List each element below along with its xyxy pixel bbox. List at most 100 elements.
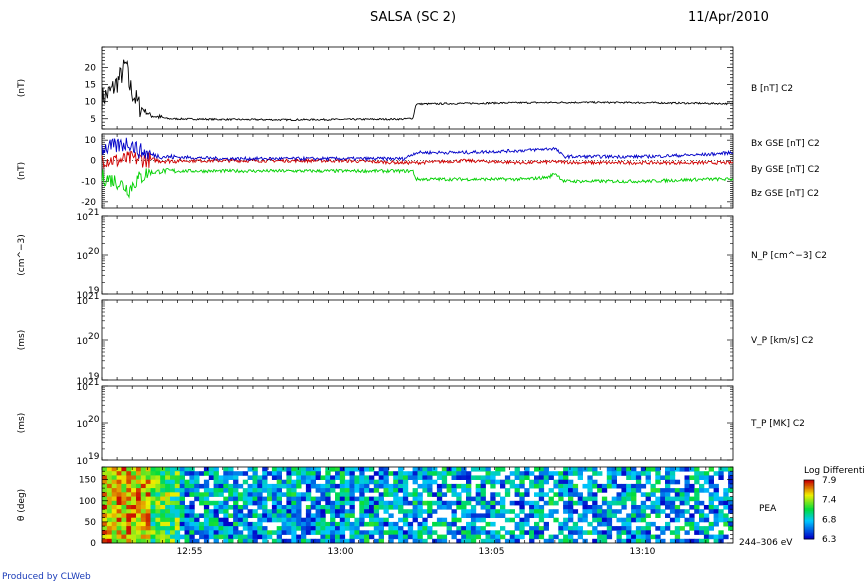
heatmap-cell (461, 534, 467, 540)
heatmap-cell (679, 526, 685, 531)
heatmap-cell (592, 483, 598, 489)
heatmap-cell (111, 500, 117, 506)
heatmap-cell (689, 483, 695, 489)
heatmap-cell (490, 496, 496, 502)
heatmap-cell (650, 505, 656, 510)
heatmap-cell (568, 505, 574, 510)
heatmap-cell (310, 500, 316, 506)
heatmap-cell (276, 475, 282, 480)
heatmap-cell (640, 534, 647, 540)
heatmap-cell (640, 517, 647, 523)
heatmap-cell (174, 534, 181, 540)
heatmap-cell (402, 538, 409, 544)
heatmap-cell (723, 534, 729, 540)
heatmap-cell (538, 467, 545, 472)
heatmap-cell (213, 509, 219, 514)
heatmap-cell (621, 467, 627, 472)
heatmap-cell (543, 538, 549, 544)
heatmap-cell (713, 517, 719, 523)
heatmap-cell (242, 505, 249, 510)
heatmap-cell (645, 492, 651, 497)
heatmap-cell (524, 492, 530, 497)
heatmap-cell (150, 509, 156, 514)
heatmap-cell (563, 467, 569, 472)
heatmap-cell (257, 475, 263, 480)
heatmap-cell (587, 509, 593, 514)
heatmap-cell (262, 496, 268, 502)
panel-frame (101, 385, 734, 461)
heatmap-cell (286, 517, 292, 523)
heatmap-cell (160, 534, 166, 540)
heatmap-cell (665, 500, 671, 506)
heatmap-cell (189, 475, 195, 480)
heatmap-cell (267, 534, 273, 540)
heatmap-cell (233, 517, 239, 523)
heatmap-cell (558, 475, 564, 480)
heatmap-cell (247, 483, 253, 489)
heatmap-cell (568, 526, 574, 531)
heatmap-cell (446, 471, 452, 476)
heatmap-cell (504, 509, 511, 514)
heatmap-cell (116, 505, 122, 510)
heatmap-cell (296, 500, 302, 506)
heatmap-cell (694, 492, 700, 497)
heatmap-cell (330, 500, 336, 506)
heatmap-cell (538, 475, 545, 480)
heatmap-cell (106, 517, 113, 523)
heatmap-cell (519, 530, 525, 535)
heatmap-cell (470, 530, 477, 535)
colorbar-tick-label: 6.3 (822, 535, 836, 545)
heatmap-cell (500, 513, 506, 518)
heatmap-cell (126, 517, 132, 523)
heatmap-cell (398, 467, 404, 472)
heatmap-cell (466, 492, 472, 497)
heatmap-cell (616, 509, 622, 514)
heatmap-cell (252, 500, 258, 506)
heatmap-cell (383, 479, 389, 485)
heatmap-cell (694, 471, 700, 476)
heatmap-cell (475, 492, 481, 497)
heatmap-cell (344, 513, 350, 518)
heatmap-cell (436, 483, 443, 489)
heatmap-cell (237, 534, 244, 540)
heatmap-cell (616, 534, 622, 540)
colorbar-segment (804, 522, 814, 525)
heatmap-cell (136, 513, 142, 518)
heatmap-cell (223, 471, 229, 476)
heatmap-cell (179, 517, 185, 523)
heatmap-cell (466, 526, 472, 531)
y-axis-label: θ (deg) (17, 489, 27, 521)
heatmap-cell (121, 513, 127, 518)
heatmap-cell (310, 513, 316, 518)
heatmap-cell (320, 488, 326, 493)
heatmap-cell (349, 538, 355, 544)
y-axis-label: (ms) (17, 330, 27, 350)
heatmap-cell (165, 509, 171, 514)
heatmap-cell (369, 509, 375, 514)
heatmap-cell (252, 534, 258, 540)
heatmap-cell (276, 467, 282, 472)
heatmap-cell (116, 471, 122, 476)
heatmap-cell (102, 513, 108, 518)
heatmap-cell (669, 538, 676, 544)
heatmap-cell (344, 492, 350, 497)
heatmap-cell (500, 526, 506, 531)
heatmap-cell (577, 526, 583, 531)
heatmap-cell (296, 496, 302, 502)
y-tick-exponent: 20 (88, 415, 100, 425)
heatmap-cell (223, 483, 229, 489)
heatmap-cell (121, 496, 127, 502)
heatmap-cell (339, 475, 346, 480)
colorbar-segment (804, 499, 814, 502)
heatmap-cell (276, 538, 282, 544)
heatmap-cell (136, 496, 142, 502)
heatmap-cell (417, 530, 423, 535)
heatmap-cell (402, 534, 409, 540)
heatmap-cell (393, 471, 399, 476)
heatmap-cell (315, 509, 321, 514)
heatmap-cell (548, 534, 554, 540)
heatmap-cell (140, 479, 147, 485)
heatmap-cell (606, 483, 613, 489)
heatmap-cell (354, 475, 360, 480)
heatmap-cell (218, 479, 224, 485)
